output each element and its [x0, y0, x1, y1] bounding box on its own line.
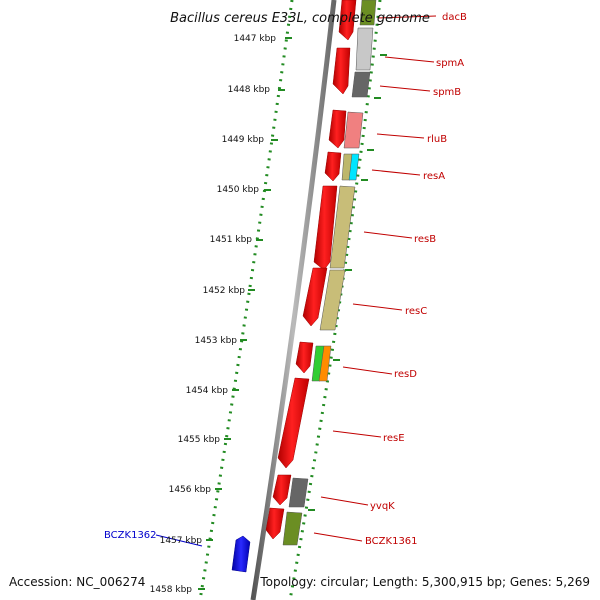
gene-block-yvqK	[288, 477, 309, 508]
gene-arrow	[265, 507, 285, 540]
gene-label-resB: resB	[414, 234, 436, 245]
gene-block-resC	[319, 269, 346, 331]
kbp-label: 1457 kbp	[160, 536, 203, 546]
gene-label-yvqK: yvqK	[370, 501, 395, 512]
gene-arrow	[302, 267, 328, 327]
gene-block-spmB	[351, 71, 371, 98]
gene-arrow	[324, 151, 342, 182]
gene-arrow	[332, 47, 351, 95]
gene-label-resE: resE	[383, 433, 405, 444]
inner-track-ticks	[308, 54, 387, 511]
kbp-label: 1451 kbp	[210, 235, 253, 245]
kbp-label: 1448 kbp	[228, 85, 271, 95]
gene-block-resB	[329, 185, 356, 269]
gene-block-spmA	[355, 27, 374, 71]
gene-block-resD-b	[318, 345, 332, 382]
gene-arrow	[328, 109, 347, 149]
kbp-label: 1456 kbp	[169, 485, 212, 495]
gene-label-resD: resD	[394, 369, 417, 380]
gene-label-BCZK1361: BCZK1361	[365, 536, 418, 547]
red-gene-arrows	[265, 0, 357, 540]
kbp-label: 1453 kbp	[195, 336, 238, 346]
gene-label-BCZK1362: BCZK1362	[104, 530, 157, 541]
gene-label-resA: resA	[423, 171, 445, 182]
kbp-label: 1450 kbp	[217, 185, 260, 195]
gene-arrow	[272, 474, 292, 506]
kbp-label: 1454 kbp	[186, 386, 229, 396]
axis-outer-dotted	[198, 0, 294, 600]
kbp-ticks	[198, 37, 292, 590]
kbp-label: 1452 kbp	[203, 286, 246, 296]
gene-arrow	[295, 341, 314, 374]
accession-text: Accession: NC_006274	[9, 575, 145, 589]
gene-leader-line-left	[155, 534, 203, 547]
kbp-label: 1447 kbp	[234, 34, 277, 44]
gene-arrow	[313, 185, 338, 271]
gene-block-resA-b	[348, 153, 360, 181]
gene-labels: dacB spmA spmB rluB resA resB resC resD …	[104, 12, 467, 547]
gene-label-spmB: spmB	[433, 87, 461, 98]
topology-text: Topology: circular; Length: 5,300,915 bp…	[259, 575, 590, 589]
gene-block-dacB	[359, 0, 377, 26]
gene-block-rluB	[343, 111, 364, 149]
gene-leader-lines	[313, 15, 437, 542]
gene-block-BCZK1361	[282, 511, 303, 546]
gene-arrow	[338, 0, 357, 41]
gene-label-resC: resC	[405, 306, 427, 317]
colored-gene-blocks	[282, 0, 377, 546]
kbp-label: 1458 kbp	[150, 585, 193, 595]
gene-label-spmA: spmA	[436, 58, 464, 69]
kbp-label: 1449 kbp	[222, 135, 265, 145]
map-title: Bacillus cereus E33L, complete genome	[170, 11, 430, 26]
kbp-labels: 1447 kbp 1448 kbp 1449 kbp 1450 kbp 1451…	[150, 34, 277, 595]
gene-label-rluB: rluB	[427, 134, 447, 145]
kbp-label: 1455 kbp	[178, 435, 221, 445]
gene-block-BCZK1362	[231, 535, 251, 573]
gene-label-dacB: dacB	[442, 12, 467, 23]
gene-arrow	[277, 377, 310, 469]
genome-backbone	[250, 0, 337, 600]
axis-inner-dotted	[288, 0, 382, 600]
